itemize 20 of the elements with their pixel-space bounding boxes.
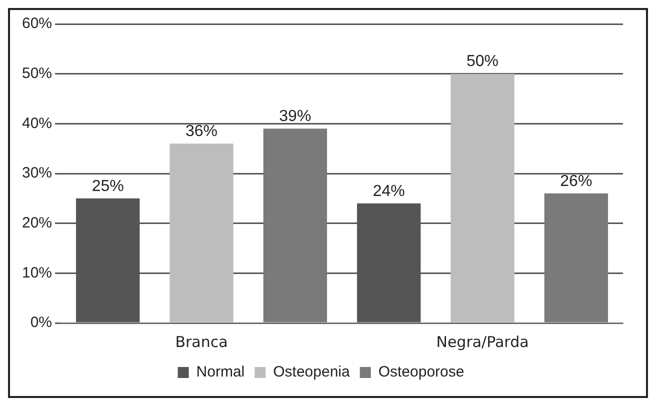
y-tick-label: 50% — [22, 64, 52, 82]
y-tick-label: 60% — [22, 15, 52, 32]
x-tick-label: Branca — [175, 332, 228, 351]
bar — [450, 74, 514, 322]
legend-label: Osteopenia — [273, 364, 350, 381]
y-tick-label: 40% — [22, 114, 52, 132]
x-tick-label: Negra/Parda — [436, 332, 529, 351]
y-tick-label: 10% — [22, 264, 52, 282]
data-label: 50% — [466, 53, 499, 70]
y-tick-label: 0% — [30, 314, 52, 332]
data-label: 24% — [372, 182, 405, 200]
data-label: 25% — [92, 178, 124, 195]
bar — [170, 144, 234, 322]
data-label: 26% — [560, 172, 592, 190]
data-label: 36% — [186, 123, 218, 140]
legend-label: Osteoporose — [378, 364, 464, 381]
legend-label: Normal — [196, 364, 245, 381]
y-tick-label: 20% — [22, 214, 52, 232]
y-tick-label: 30% — [22, 164, 52, 182]
data-label: 39% — [279, 108, 312, 126]
